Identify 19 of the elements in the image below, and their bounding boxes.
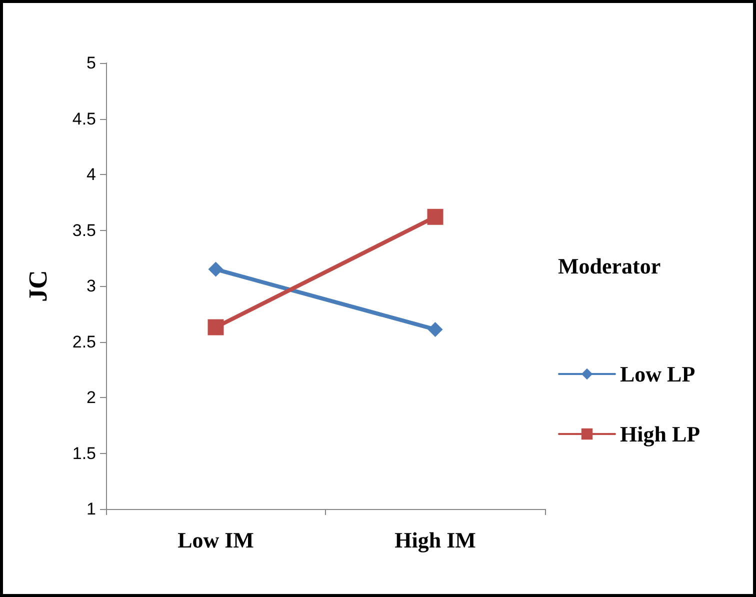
legend-title: Moderator [558, 254, 661, 278]
point [208, 319, 224, 336]
y-tick-label: 1 [86, 500, 96, 518]
y-tick-label: 4 [86, 165, 96, 184]
legend-label: Low LP [620, 362, 696, 386]
legend-label: High LP [620, 422, 700, 446]
y-axis-title: JC [24, 270, 52, 302]
y-tick-label: 2.5 [72, 332, 96, 352]
y-tick-label: 4.5 [72, 109, 96, 128]
point [428, 322, 443, 337]
y-tick-label: 3 [86, 276, 96, 296]
y-tick-label: 2 [86, 388, 96, 407]
y-tick-label: 3.5 [72, 220, 96, 240]
x-tick-label: High IM [394, 528, 476, 552]
y-tick-label: 1.5 [72, 444, 96, 463]
y-tick-label: 5 [86, 54, 96, 72]
point [208, 262, 224, 277]
point [427, 208, 444, 225]
x-tick-label: Low IM [178, 528, 254, 552]
